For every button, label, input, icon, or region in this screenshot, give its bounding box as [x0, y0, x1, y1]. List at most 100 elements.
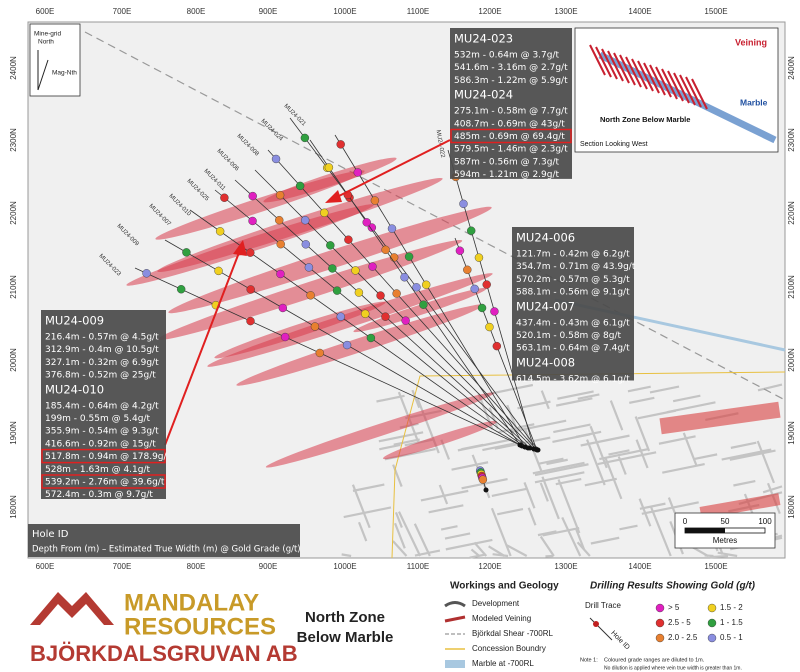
y-grid-label: 2200N: [787, 201, 796, 225]
development: [451, 461, 489, 471]
development: [392, 464, 403, 487]
grade-dot: [246, 316, 255, 326]
development: [721, 448, 772, 461]
inset-vein: [667, 70, 684, 102]
y-grid-label: 2400N: [787, 56, 796, 80]
inset-vein: [589, 44, 606, 76]
callout-intercept: 275.1m - 0.58m @ 7.7g/t: [454, 107, 568, 117]
modeled-vein: [353, 287, 487, 333]
development: [730, 441, 757, 449]
callout-hole-id: MU24-024: [454, 88, 513, 102]
grade-dot: [306, 291, 315, 300]
hole-id-format: Depth From (m) – Estimated True Width (m…: [32, 545, 301, 555]
development: [491, 487, 527, 497]
callout-intercept: 587m - 0.56m @ 7.3g/t: [454, 157, 560, 167]
arrow-head: [233, 240, 247, 256]
callout-box: [512, 227, 634, 381]
inset-vein: [637, 60, 654, 92]
grade-dot: [492, 341, 502, 351]
development: [444, 532, 471, 540]
scale-label: 50: [721, 517, 730, 526]
note: Note 1:: [580, 657, 598, 663]
legend-grade-dot: [707, 603, 717, 613]
development: [440, 525, 458, 531]
callout-intercept: 408.7m - 0.69m @ 43g/t: [454, 119, 565, 129]
development: [604, 457, 623, 500]
development: [438, 484, 449, 505]
legend-item: Development: [472, 599, 520, 608]
inset-vein: [607, 50, 624, 82]
development: [608, 449, 630, 456]
x-grid-label: 600E: [36, 562, 55, 571]
callout-intercept: 539.2m - 2.76m @ 39.6g/t: [45, 478, 165, 488]
legend-grade-dot: [655, 603, 665, 613]
x-grid-label: 800E: [187, 7, 206, 16]
drill-trace: [334, 134, 526, 448]
highlight-outline: [450, 128, 572, 144]
legend-grade: 0.5 - 1: [720, 633, 743, 642]
grade-dot: [336, 140, 345, 149]
inset-vein: [685, 76, 702, 108]
x-grid-label: 1300E: [554, 562, 577, 571]
inset-vein: [655, 66, 672, 98]
grade-dot: [310, 322, 320, 331]
development: [445, 538, 493, 551]
inset-vein: [613, 52, 630, 84]
grade-dot: [176, 285, 186, 294]
development: [539, 535, 555, 557]
red-development: [659, 401, 781, 435]
grade-dot: [470, 284, 479, 294]
x-grid-label: 1000E: [333, 562, 356, 571]
callout-intercept: 532m - 0.64m @ 3.7g/t: [454, 51, 560, 61]
collar: [522, 444, 528, 450]
legend-item: Modeled Veining: [472, 614, 531, 623]
callout-intercept: 520.1m - 0.58m @ 8g/t: [516, 331, 622, 341]
legend-grade-dot: [655, 618, 665, 628]
grade-dot: [354, 288, 364, 297]
development: [394, 522, 406, 549]
grade-dot: [392, 289, 401, 298]
callout-hole-id: MU24-006: [516, 231, 575, 245]
x-grid-label: 1200E: [478, 562, 501, 571]
callout-intercept: 376.8m - 0.52m @ 25g/t: [45, 371, 156, 381]
grade-dot: [482, 280, 491, 289]
x-grid-label: 1100E: [407, 7, 430, 16]
legend-trace-line: [589, 617, 613, 641]
development: [589, 425, 608, 469]
map-title: North Zone: [305, 609, 385, 626]
callout-hole-id: MU24-008: [516, 355, 575, 369]
red-development: [699, 493, 781, 519]
x-grid-label: 1300E: [554, 7, 577, 16]
x-grid-label: 800E: [187, 562, 206, 571]
x-grid-label: 700E: [113, 562, 132, 571]
development: [575, 529, 586, 551]
x-grid-label: 1000E: [333, 7, 356, 16]
grade-dot: [326, 241, 335, 250]
legend-item: Björkdal Shear -700RL: [472, 629, 553, 638]
development: [532, 461, 585, 475]
y-grid-label: 2100N: [787, 275, 796, 299]
grade-dot: [485, 322, 494, 332]
modeled-vein: [157, 239, 463, 341]
development: [394, 511, 403, 528]
development: [537, 530, 557, 537]
logo-line3: BJÖRKDALSGRUVAN AB: [30, 641, 298, 666]
inset-vein: [601, 48, 618, 80]
callout-intercept: 121.7m - 0.42m @ 6.2g/t: [516, 250, 630, 260]
legend-grade: > 5: [668, 603, 680, 612]
callout-intercept: 216.4m - 0.57m @ 4.5g/t: [45, 333, 159, 343]
development: [534, 463, 589, 477]
development: [352, 483, 385, 492]
y-grid-label: 2300N: [9, 128, 18, 152]
inset-vein: [691, 78, 708, 110]
development: [492, 553, 509, 558]
development: [555, 397, 593, 407]
x-grid-label: 1400E: [628, 562, 651, 571]
grade-dot: [295, 181, 305, 191]
y-grid-label: 2000N: [9, 348, 18, 372]
development: [397, 511, 422, 557]
bjorkdal-shear: [84, 31, 786, 401]
grade-dot: [344, 235, 353, 244]
grade-dot: [367, 223, 377, 232]
north-label: Mag-Nth: [52, 70, 77, 77]
